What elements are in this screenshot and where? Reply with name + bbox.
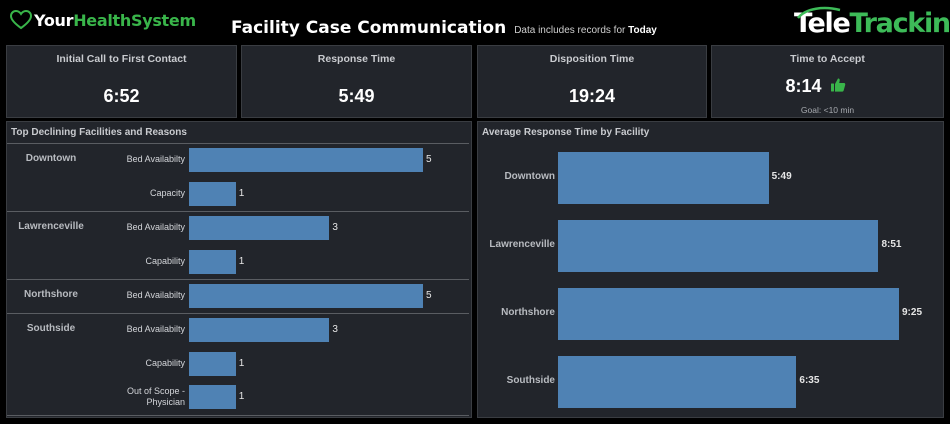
- your-health-system-logo: YourHealthSystem: [10, 10, 196, 30]
- kpi-label: Time to Accept: [790, 53, 865, 65]
- bar-value-label: 9:25: [902, 307, 923, 318]
- thumbs-up-icon: [831, 78, 846, 92]
- kpi-label: Disposition Time: [549, 53, 635, 65]
- swoosh-icon: [797, 6, 841, 19]
- bar: [189, 250, 236, 274]
- bar: [558, 220, 879, 272]
- group-separator: [7, 415, 469, 416]
- declining-panel-title: Top Declining Facilities and Reasons: [11, 127, 187, 138]
- facility-label: Southside: [26, 323, 76, 334]
- bar-value-label: 1: [238, 188, 245, 199]
- group-separator: [7, 143, 469, 144]
- response-time-chart: Downtown 5:49 Lawrenceville 8:51 Northshore 9…: [477, 121, 944, 418]
- bar: [189, 318, 330, 342]
- bar: [189, 216, 330, 240]
- bar-value-label: 3: [332, 324, 338, 335]
- bar-value-label: 5: [426, 154, 432, 165]
- facility-label: Northshore: [24, 289, 78, 300]
- bar: [558, 288, 899, 340]
- facility-label: Downtown: [25, 153, 77, 164]
- bar: [189, 385, 236, 409]
- bar-value-label: 8:51: [881, 239, 902, 250]
- facility-label: Southside: [506, 375, 555, 386]
- kpi-time-to-accept: Time to Accept 8:14 Goal: <10 min: [711, 45, 944, 118]
- reason-label: Capacity: [149, 188, 185, 198]
- brand-healthsystem: HealthSystem: [73, 10, 196, 30]
- kpi-value: 5:49: [338, 86, 375, 106]
- kpi-value: 6:52: [103, 86, 140, 106]
- bar: [189, 352, 236, 376]
- heart-logo-icon: [10, 10, 32, 30]
- kpi-value: 8:14: [785, 76, 822, 96]
- kpi-label: Response Time: [317, 53, 396, 65]
- group-separator: [7, 313, 469, 314]
- bar: [189, 284, 423, 308]
- reason-label: Capability: [145, 358, 185, 368]
- brand-tracking: Tracking: [849, 8, 950, 39]
- bar-value-label: 5:49: [771, 171, 792, 182]
- bar: [189, 148, 423, 172]
- kpi-label: Initial Call to First Contact: [56, 53, 187, 65]
- kpi-value: 19:24: [568, 86, 616, 106]
- reason-label: Bed Availabilty: [126, 290, 185, 300]
- bar-value-label: 1: [238, 391, 245, 402]
- group-separator: [7, 211, 469, 212]
- top-header: YourHealthSystem Facility Case Communica…: [0, 0, 950, 44]
- reason-label: Bed Availabilty: [126, 324, 185, 334]
- bar: [189, 182, 236, 206]
- reason-label: Bed Availabilty: [126, 154, 185, 164]
- kpi-goal: Goal: <10 min: [800, 105, 855, 115]
- kpi-disposition-time: Disposition Time 19:24: [477, 45, 707, 118]
- teletracking-logo: TeleTracking: [794, 6, 950, 39]
- kpi-initial-call: Initial Call to First Contact 6:52: [6, 45, 237, 118]
- facility-label: Downtown: [504, 171, 555, 182]
- bar-value-label: 1: [238, 256, 245, 267]
- reason-label: Out of Scope -Physician: [126, 386, 185, 407]
- subtitle-period: Today: [628, 25, 657, 36]
- bar-value-label: 6:35: [799, 375, 820, 386]
- bar: [558, 152, 769, 204]
- reason-label: Bed Availabilty: [126, 222, 185, 232]
- kpi-response-time: Response Time 5:49: [241, 45, 472, 118]
- bar-value-label: 5: [426, 290, 432, 301]
- declining-chart: Downtown Lawrenceville Northshore Southside…: [7, 143, 469, 417]
- bar-value-label: 1: [238, 358, 245, 369]
- page-title: Facility Case Communication: [231, 18, 507, 38]
- group-separator: [7, 279, 469, 280]
- bar: [558, 356, 797, 408]
- page-subtitle: Data includes records for Today: [514, 25, 657, 36]
- response-panel-title: Average Response Time by Facility: [482, 127, 650, 138]
- brand-your: Your: [34, 10, 74, 30]
- bar-value-label: 3: [332, 222, 338, 233]
- subtitle-prefix: Data includes records for: [514, 25, 626, 36]
- reason-label: Capability: [145, 256, 185, 266]
- facility-label: Northshore: [501, 307, 555, 318]
- facility-label: Lawrenceville: [18, 221, 84, 232]
- facility-label: Lawrenceville: [489, 239, 555, 250]
